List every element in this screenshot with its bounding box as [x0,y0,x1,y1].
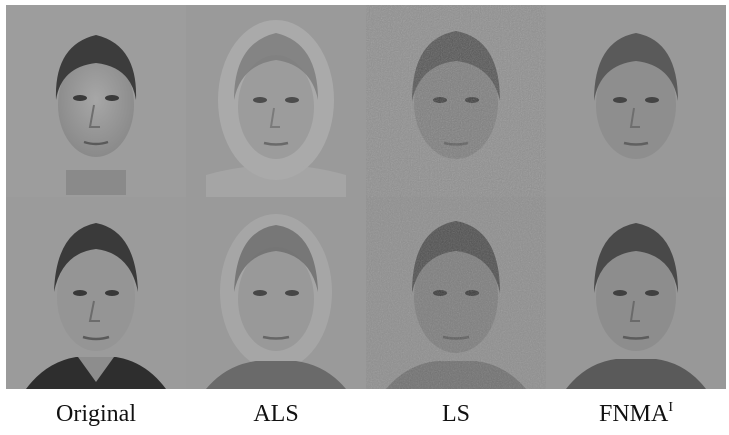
label-ls: LS [441,401,470,427]
row1-als-face [186,5,366,197]
row1-fnma-face [546,5,726,197]
label-als: ALS [253,401,299,427]
row2-original-face [6,197,186,389]
label-fnma: FNMAI [598,400,674,428]
label-fnma-superscript: I [668,400,674,415]
row2-als-face [186,197,366,389]
row1-original-face [6,5,186,197]
column-labels: Original ALS LS FNMAI [6,398,726,432]
row2-ls-face [366,197,546,389]
label-original: Original [56,401,136,427]
row2-fnma-face [546,197,726,389]
face-image-grid [6,5,726,389]
row1-ls-face [366,5,546,197]
